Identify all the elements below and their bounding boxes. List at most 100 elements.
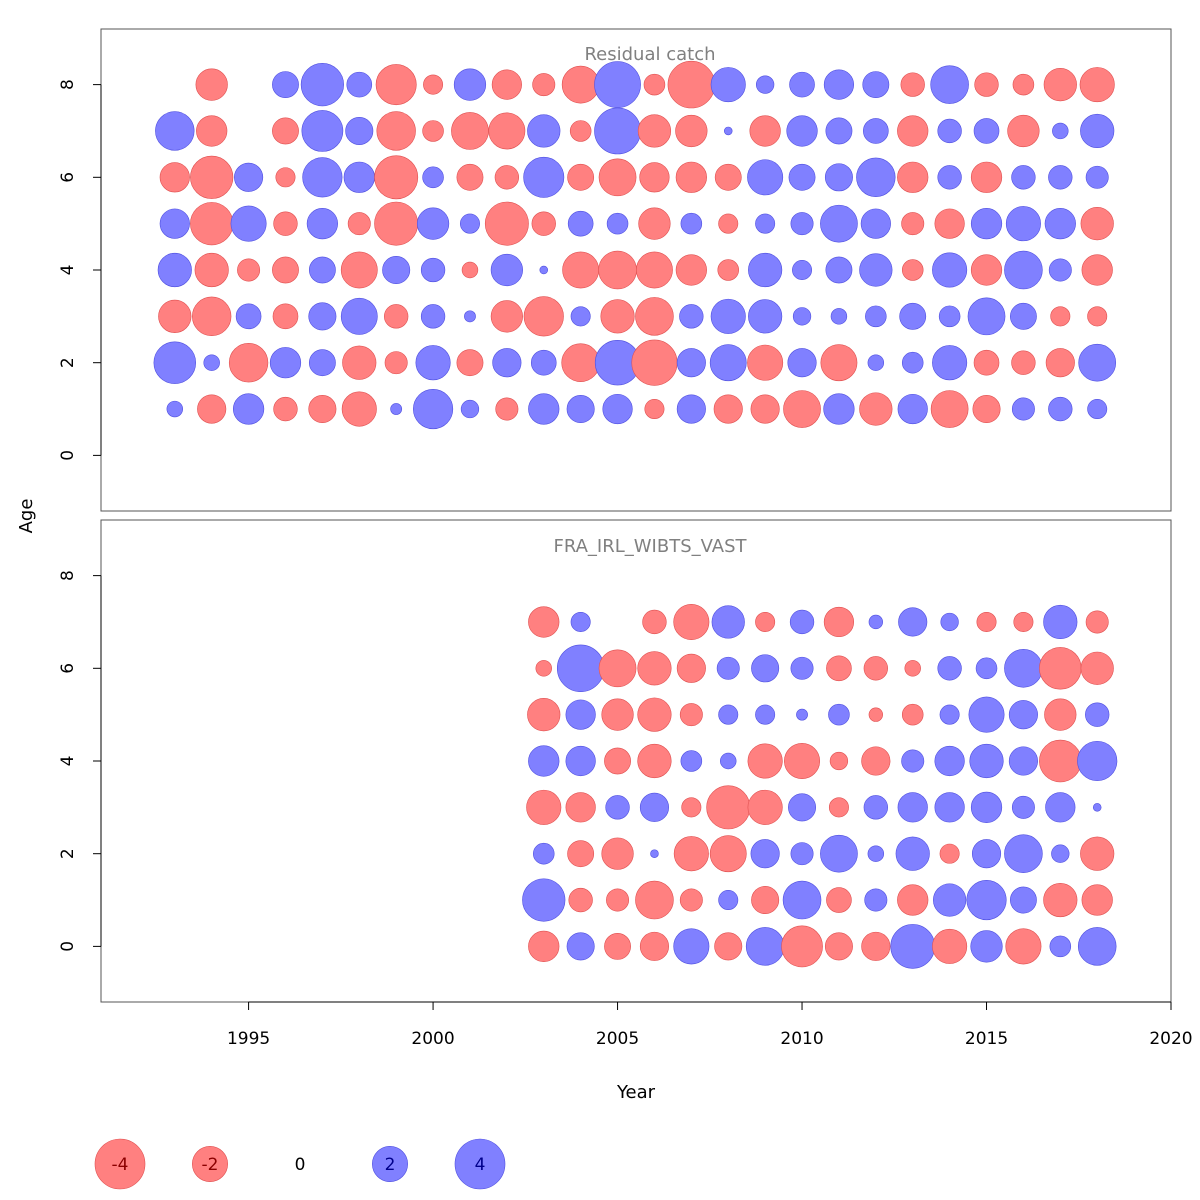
negative-residual-bubble (934, 208, 965, 239)
positive-residual-bubble (1078, 343, 1117, 382)
positive-residual-bubble (1048, 396, 1073, 422)
negative-residual-bubble (237, 258, 261, 282)
negative-residual-bubble (930, 390, 969, 428)
positive-residual-bubble (453, 68, 487, 101)
positive-residual-bubble (897, 393, 928, 425)
negative-residual-bubble (868, 707, 883, 722)
positive-residual-bubble (679, 304, 704, 329)
positive-residual-bubble (680, 750, 703, 772)
legend-item: 2 (372, 1146, 408, 1182)
negative-residual-bubble (1043, 882, 1078, 918)
negative-residual-bubble (1005, 928, 1042, 965)
positive-residual-bubble (868, 614, 883, 630)
positive-residual-bubble (566, 932, 595, 961)
positive-residual-bubble (527, 114, 561, 148)
negative-residual-bubble (861, 931, 891, 961)
negative-residual-bubble (970, 161, 1003, 193)
negative-residual-bubble (932, 928, 968, 964)
negative-residual-bubble (384, 304, 409, 329)
negative-residual-bubble (897, 161, 929, 193)
positive-residual-bubble (415, 345, 451, 381)
positive-residual-bubble (605, 795, 630, 820)
positive-residual-bubble (1092, 803, 1102, 812)
negative-residual-bubble (272, 117, 299, 145)
positive-residual-bubble (594, 61, 641, 108)
positive-residual-bubble (856, 157, 896, 197)
negative-residual-bubble (598, 158, 637, 197)
positive-residual-bubble (937, 118, 962, 144)
negative-residual-bubble (1081, 254, 1113, 286)
positive-residual-bubble (346, 71, 373, 98)
positive-residual-bubble (789, 609, 815, 635)
negative-residual-bubble (600, 299, 635, 334)
negative-residual-bubble (1012, 73, 1035, 96)
negative-residual-bubble (681, 797, 702, 818)
positive-residual-bubble (308, 256, 336, 284)
negative-residual-bubble (679, 703, 703, 727)
positive-residual-bubble (748, 252, 783, 288)
positive-residual-bubble (786, 115, 818, 147)
negative-residual-bubble (1044, 698, 1077, 731)
positive-residual-bubble (680, 212, 703, 235)
positive-residual-bubble (306, 208, 338, 240)
negative-residual-bubble (636, 251, 673, 289)
positive-residual-bubble (820, 834, 858, 873)
positive-residual-bubble (606, 212, 629, 235)
positive-residual-bubble (1048, 165, 1073, 190)
positive-residual-bubble (308, 302, 337, 331)
positive-residual-bubble (420, 304, 446, 329)
y-tick-label: 6 (58, 663, 78, 674)
positive-residual-bubble (203, 354, 220, 371)
negative-residual-bubble (384, 351, 408, 375)
positive-residual-bubble (602, 393, 633, 425)
positive-residual-bubble (897, 792, 928, 823)
positive-residual-bubble (864, 888, 888, 912)
negative-residual-bubble (197, 394, 227, 424)
negative-residual-bubble (308, 395, 337, 424)
positive-residual-bubble (709, 344, 747, 382)
negative-residual-bubble (751, 886, 780, 915)
positive-residual-bubble (459, 213, 480, 234)
positive-residual-bubble (968, 696, 1005, 733)
positive-residual-bubble (748, 299, 783, 334)
positive-residual-bubble (166, 400, 184, 418)
y-tick-label: 0 (58, 941, 78, 952)
positive-residual-bubble (570, 611, 591, 632)
negative-residual-bubble (829, 751, 849, 771)
negative-residual-bubble (604, 747, 631, 775)
positive-residual-bubble (970, 930, 1003, 963)
positive-residual-bubble (556, 644, 605, 692)
positive-residual-bubble (792, 307, 812, 326)
y-tick-label: 2 (58, 848, 78, 859)
positive-residual-bubble (966, 879, 1007, 921)
positive-residual-bubble (1044, 208, 1076, 240)
negative-residual-bubble (273, 396, 298, 422)
negative-residual-bubble (196, 115, 228, 147)
positive-residual-bubble (1004, 250, 1043, 290)
negative-residual-bubble (490, 300, 523, 333)
negative-residual-bubble (375, 64, 417, 106)
negative-residual-bubble (784, 743, 821, 779)
positive-residual-bubble (594, 107, 641, 155)
positive-residual-bubble (159, 208, 190, 239)
negative-residual-bubble (643, 73, 666, 96)
positive-residual-bubble (413, 388, 454, 430)
panel-2-bubbles (522, 603, 1118, 969)
positive-residual-bubble (382, 256, 411, 284)
negative-residual-bubble (897, 115, 929, 147)
negative-residual-bubble (598, 649, 637, 688)
negative-residual-bubble (228, 343, 269, 383)
positive-residual-bubble (823, 69, 855, 100)
negative-residual-bubble (639, 931, 669, 961)
negative-residual-bubble (635, 297, 674, 336)
negative-residual-bubble (192, 296, 232, 337)
positive-residual-bubble (566, 395, 595, 424)
y-tick-label: 2 (58, 357, 78, 368)
negative-residual-bubble (374, 155, 419, 200)
panel-2-title: FRA_IRL_WIBTS_VAST (553, 536, 747, 557)
positive-residual-bubble (792, 260, 813, 280)
positive-residual-bubble (967, 297, 1006, 336)
negative-residual-bubble (528, 606, 560, 638)
negative-residual-bubble (601, 698, 634, 731)
positive-residual-bubble (522, 878, 566, 922)
